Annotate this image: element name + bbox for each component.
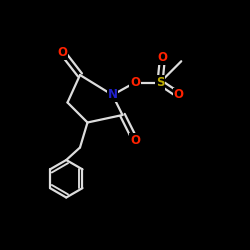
Text: N: N [108,88,118,102]
Text: S: S [156,76,164,89]
Text: O: O [130,76,140,89]
Text: O: O [58,46,68,59]
Text: O: O [130,134,140,146]
Text: O: O [174,88,184,102]
Text: O: O [158,51,168,64]
